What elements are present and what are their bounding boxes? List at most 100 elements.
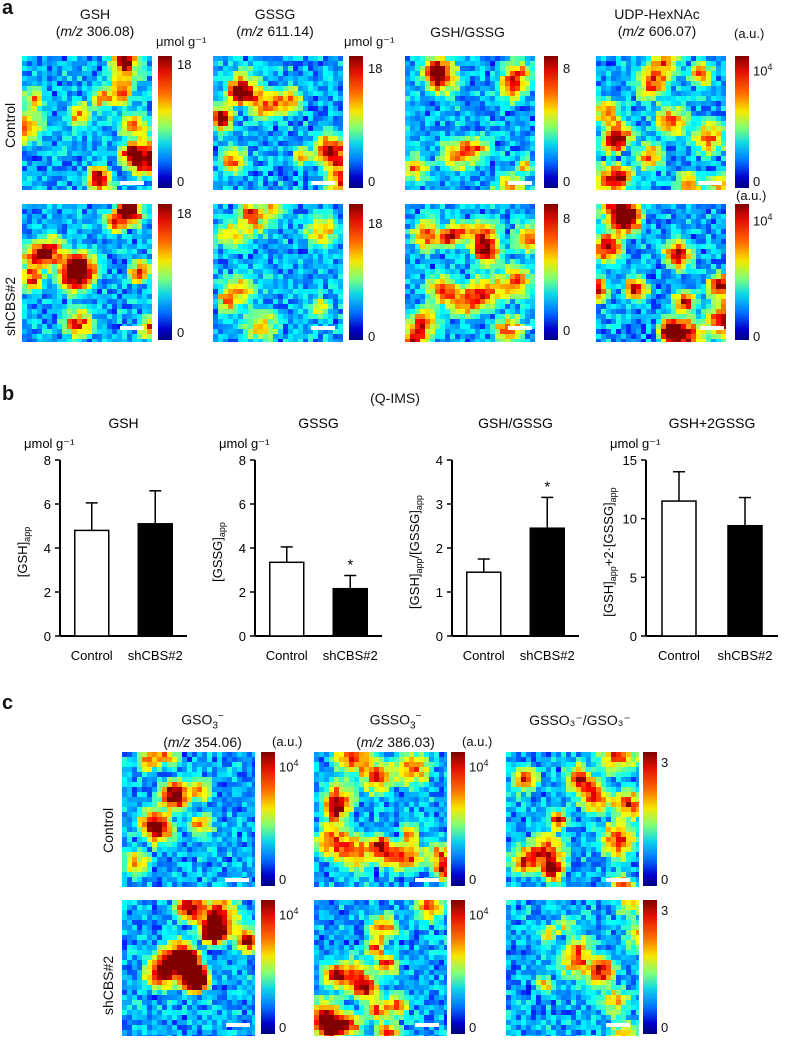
panel-c-label: c [2,692,14,714]
qims-header: (Q-IMS) [370,390,420,406]
chart-unit-label: μmol g⁻¹ [219,436,270,451]
y-tick-label: 4 [436,453,443,468]
unit-gsso3: (a.u.) [462,734,493,749]
y-tick-label: 6 [44,497,51,512]
colorbar-ratio-c-shcbs [643,900,657,1034]
colorbar-udp-control [735,56,749,188]
colorbar-max: 104 [753,212,773,229]
scale-bar [606,878,630,882]
colorbar-gsh-shcbs [158,204,172,340]
panel-a-label: a [2,0,14,19]
y-tick-label: 8 [44,453,51,468]
scale-bar [120,181,144,185]
colorbar-max: 18 [368,216,383,231]
ims-map-gsh-shcbs [22,204,152,342]
y-tick-label: 2 [436,541,443,556]
colorbar-gso3-control [261,752,275,886]
y-tick-label: 2 [239,585,246,600]
y-axis-label: [GSH]app/[GSSG]app [407,495,424,609]
chart-title: GSH/GSSG [478,415,553,431]
colorbar-gsso3-shcbs [451,900,465,1034]
unit-gssg: μmol g⁻¹ [344,34,395,49]
y-tick-label: 4 [239,541,246,556]
bar-shcbs-2 [727,524,763,637]
bar-shcbs-2 [332,587,368,637]
panel-b-label: b [2,383,15,405]
scale-bar [120,326,144,330]
colorbar-max: 104 [279,906,299,923]
colorbar-ratio-c-control [643,752,657,886]
y-tick-label: 5 [630,570,637,585]
bar-control [269,561,305,637]
colorbar-min: 0 [469,1020,477,1035]
significance-marker: * [347,557,353,574]
scale-bar [225,878,249,882]
bar-chart-total: GSH+2GSSG μmol g⁻¹ 0 5 10 15 [GSH]app+2·[GSSG]… [586,408,786,670]
row-label-control-a: Control [2,102,18,148]
colorbar-min: 0 [177,174,185,189]
bar-chart-gssg: GSSG μmol g⁻¹ 0 2 4 6 8 [GSSG]app Control * shCBS#… [195,408,390,670]
y-tick-label: 4 [44,541,51,556]
unit-udp: (a.u.) [734,26,765,41]
ims-map-ratio-control [405,56,535,190]
colorbar-min: 0 [368,174,376,189]
unit-gsh: μmol g⁻¹ [156,34,207,49]
colorbar-min: 0 [469,872,477,887]
bar-shcbs-2 [137,523,173,637]
y-tick-label: 0 [436,629,443,644]
ims-map-ratio-c-shcbs [506,900,639,1036]
scale-bar [415,1023,439,1027]
y-axis-label: [GSH]app [15,527,32,577]
y-tick-label: 10 [623,512,637,527]
colorbar-max: 104 [753,62,773,79]
ims-map-gsso3-shcbs [314,900,447,1036]
colorbar-gsso3-control [451,752,465,886]
chart-title: GSSG [298,415,338,431]
y-tick-label: 6 [239,497,246,512]
unit-udp: (a.u.) [736,188,767,203]
col-title-gsh: GSH (m/z 306.08) [55,6,135,39]
chart-unit-label: μmol g⁻¹ [24,436,75,451]
colorbar-udp-shcbs [735,204,749,340]
ims-map-gso3-shcbs [122,900,255,1036]
colorbar-min: 0 [753,174,761,189]
unit-gso3: (a.u.) [272,734,303,749]
y-tick-label: 0 [44,629,51,644]
y-tick-label: 1 [436,585,443,600]
colorbar-max: 8 [563,61,571,76]
scale-bar [698,181,722,185]
colorbar-min: 0 [368,329,376,344]
bar-control [466,571,502,637]
colorbar-min: 0 [563,174,571,189]
ims-map-gssg-control [213,56,343,190]
significance-marker: * [544,478,550,495]
x-tick-label: shCBS#2 [128,648,183,663]
col-title-udp: UDP-HexNAc (m/z 606.07) [614,6,700,39]
colorbar-ratio-control [544,56,558,188]
colorbar-min: 0 [177,325,185,340]
ims-map-ratio-shcbs [405,204,535,342]
ims-map-ratio-c-control [506,752,639,887]
row-label-shcbs-c: shCBS#2 [100,955,116,1015]
y-tick-label: 3 [436,497,443,512]
colorbar-max: 18 [177,57,192,72]
x-tick-label: shCBS#2 [323,648,378,663]
col-title-gsso3-gso3: GSSO₃⁻/GSO₃⁻ [529,712,631,728]
bar-chart-gsh: GSH μmol g⁻¹ 0 2 4 6 8 [GSH]app Control shCBS#2 [0,408,195,670]
scale-bar [311,326,335,330]
ims-map-gsso3-control [314,752,447,887]
colorbar-ratio-shcbs [544,204,558,340]
ims-map-udp-control [596,56,726,190]
ims-map-udp-shcbs [596,204,726,342]
colorbar-min: 0 [753,329,761,344]
y-tick-label: 0 [239,629,246,644]
x-tick-label: shCBS#2 [718,648,773,663]
col-title-gssg: GSSG (m/z 611.14) [236,6,314,39]
y-tick-label: 2 [44,585,51,600]
colorbar-max: 104 [469,758,489,775]
chart-title: GSH+2GSSG [669,415,756,431]
x-tick-label: shCBS#2 [520,648,575,663]
y-axis-label: [GSH]app+2·[GSSG]app [601,487,618,616]
x-tick-label: Control [71,648,113,663]
colorbar-min: 0 [279,1020,287,1035]
